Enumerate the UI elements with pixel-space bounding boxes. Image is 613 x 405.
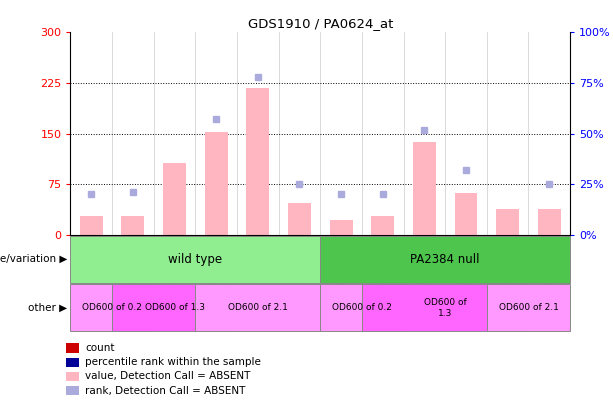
Bar: [413, 142, 436, 235]
Text: count: count: [85, 343, 115, 353]
Bar: [66, 386, 80, 395]
Text: value, Detection Call = ABSENT: value, Detection Call = ABSENT: [85, 371, 250, 382]
Bar: [163, 163, 186, 235]
Text: wild type: wild type: [169, 253, 223, 266]
Text: PA2384 null: PA2384 null: [411, 253, 480, 266]
Bar: [371, 216, 394, 235]
Bar: [455, 193, 478, 235]
Bar: [70, 284, 154, 331]
Bar: [121, 216, 145, 235]
Bar: [66, 372, 80, 381]
Text: OD600 of 2.1: OD600 of 2.1: [228, 303, 287, 312]
Bar: [288, 202, 311, 235]
Bar: [112, 284, 237, 331]
Bar: [362, 284, 528, 331]
Text: OD600 of 2.1: OD600 of 2.1: [498, 303, 558, 312]
Bar: [80, 216, 103, 235]
Text: rank, Detection Call = ABSENT: rank, Detection Call = ABSENT: [85, 386, 245, 396]
Text: genotype/variation ▶: genotype/variation ▶: [0, 254, 67, 264]
Text: OD600 of 0.2: OD600 of 0.2: [82, 303, 142, 312]
Title: GDS1910 / PA0624_at: GDS1910 / PA0624_at: [248, 17, 393, 30]
Bar: [538, 209, 561, 235]
Bar: [66, 358, 80, 367]
Bar: [487, 284, 570, 331]
Bar: [66, 343, 80, 352]
Text: OD600 of 0.2: OD600 of 0.2: [332, 303, 392, 312]
Bar: [70, 236, 321, 283]
Bar: [330, 220, 352, 235]
Bar: [321, 236, 570, 283]
Bar: [205, 132, 227, 235]
Bar: [196, 284, 321, 331]
Bar: [496, 209, 519, 235]
Bar: [321, 284, 403, 331]
Text: OD600 of 1.3: OD600 of 1.3: [145, 303, 205, 312]
Text: OD600 of
1.3: OD600 of 1.3: [424, 298, 466, 318]
Text: other ▶: other ▶: [28, 303, 67, 313]
Text: percentile rank within the sample: percentile rank within the sample: [85, 357, 261, 367]
Bar: [246, 88, 269, 235]
